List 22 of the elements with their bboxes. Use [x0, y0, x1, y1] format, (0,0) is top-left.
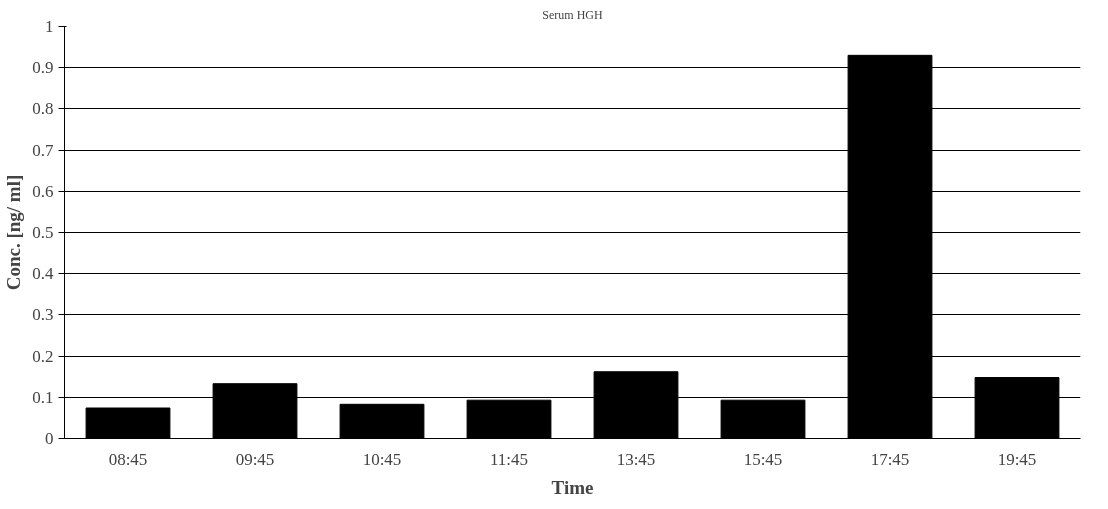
y-tick-label: 1	[45, 17, 54, 36]
x-tick-label: 19:45	[997, 449, 1037, 469]
y-tick-label: 0.7	[32, 140, 54, 160]
x-tick-label: 08:45	[108, 449, 148, 469]
y-axis-title: Conc. [ng/ ml]	[3, 174, 25, 291]
y-tick-label: 0.2	[32, 346, 54, 366]
y-tick-label: 0.8	[32, 99, 54, 119]
y-tick-label: 0.4	[32, 264, 54, 284]
y-tick-label: 0.3	[32, 305, 54, 325]
y-tick-label: 0	[45, 429, 54, 448]
x-tick-label: 15:45	[743, 449, 783, 469]
y-tick-label: 0.9	[32, 58, 54, 78]
x-tick-label: 10:45	[362, 449, 402, 469]
x-tick-label: 13:45	[616, 449, 656, 469]
x-tick-label: 17:45	[870, 449, 910, 469]
y-tick-label: 0.6	[32, 181, 54, 201]
chart-title: Serum HGH	[542, 7, 603, 22]
y-tick-label: 0.5	[32, 223, 54, 242]
x-tick-label: 09:45	[235, 449, 275, 469]
x-axis-title: Time	[551, 476, 594, 498]
x-tick-label: 11:45	[489, 449, 529, 469]
y-tick-label: 0.1	[32, 387, 54, 407]
